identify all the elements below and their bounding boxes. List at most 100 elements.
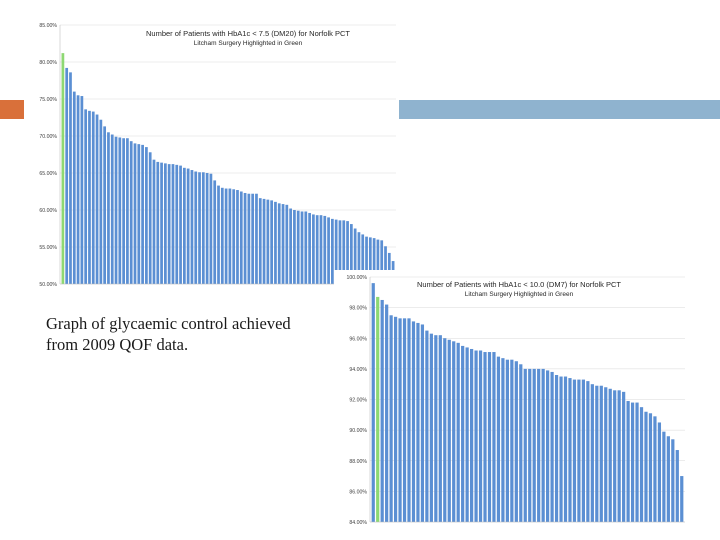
bar (434, 335, 438, 522)
y-tick-label: 70.00% (39, 134, 57, 140)
y-tick-label: 75.00% (39, 97, 57, 103)
bar (349, 224, 353, 284)
bar (387, 252, 391, 284)
bar (635, 402, 639, 522)
bar (586, 381, 590, 522)
bar (319, 215, 323, 284)
bar (452, 341, 456, 522)
bar (239, 191, 243, 284)
bar (270, 200, 274, 284)
bar (563, 376, 568, 522)
bar (662, 431, 666, 522)
bar (372, 238, 376, 284)
bar (65, 67, 69, 284)
bar-litcham-surgery (61, 53, 65, 285)
bar (559, 376, 563, 522)
bar (220, 187, 224, 284)
bar (167, 164, 171, 284)
y-tick-label: 90.00% (349, 428, 367, 434)
bar (232, 189, 236, 284)
bar (402, 318, 407, 522)
bar (80, 96, 84, 284)
bar (496, 356, 501, 522)
bar (492, 352, 496, 522)
bar (198, 172, 201, 284)
bar (577, 379, 581, 522)
bar (327, 217, 330, 284)
bar (148, 152, 152, 284)
bar (666, 436, 670, 522)
bar (541, 368, 545, 523)
bar (182, 167, 186, 284)
y-tick-label: 55.00% (39, 245, 57, 251)
bar (523, 368, 527, 523)
bar (88, 110, 91, 284)
bar (537, 368, 541, 523)
bar (296, 210, 300, 284)
bar (425, 330, 429, 522)
bar (380, 299, 384, 522)
y-tick-label: 85.00% (39, 23, 57, 29)
bar (179, 165, 182, 284)
bar (213, 180, 217, 284)
y-tick-label: 84.00% (349, 520, 367, 526)
bar (384, 246, 387, 284)
bar (281, 204, 285, 284)
bar (595, 385, 599, 522)
bar (443, 338, 447, 522)
bar (266, 199, 270, 284)
bar (380, 240, 384, 284)
bar (224, 188, 228, 284)
bar (217, 185, 220, 284)
y-tick-label: 98.00% (349, 306, 367, 312)
bar (657, 422, 662, 522)
bar (416, 322, 420, 522)
bar (639, 407, 644, 522)
bar (274, 201, 277, 284)
bar (470, 348, 474, 522)
bar (501, 358, 505, 522)
bar (258, 198, 262, 284)
bar (236, 190, 239, 284)
bar (510, 359, 514, 522)
bar (338, 220, 342, 284)
bar (608, 388, 612, 522)
bar (353, 228, 357, 284)
bar (122, 138, 125, 284)
bar (72, 91, 76, 284)
bar (505, 359, 509, 522)
y-tick-label: 80.00% (39, 60, 57, 66)
bar (201, 172, 205, 284)
accent-bar-right (399, 100, 720, 119)
bar (376, 239, 380, 284)
bar (532, 368, 536, 523)
bar (613, 390, 617, 522)
bar (76, 95, 80, 284)
bar (617, 390, 621, 522)
bar (487, 352, 492, 522)
bar (429, 333, 433, 522)
bar (84, 109, 88, 284)
bar (262, 198, 266, 284)
bar (300, 211, 304, 284)
chart-subtitle: Litcham Surgery Highlighted in Green (194, 40, 303, 47)
bar (277, 203, 281, 284)
bar (95, 114, 99, 284)
bar (675, 450, 679, 522)
bar (644, 411, 648, 522)
chart-dm7-svg: Number of Patients with HbA1c < 10.0 (DM… (347, 275, 685, 526)
y-tick-label: 96.00% (349, 336, 367, 342)
chart-dm7: Number of Patients with HbA1c < 10.0 (DM… (334, 270, 688, 528)
chart-dm20-svg: Number of Patients with HbA1c < 7.5 (DM2… (39, 23, 396, 288)
y-tick-label: 100.00% (347, 275, 368, 281)
bar (171, 164, 175, 284)
bar (438, 335, 442, 522)
bar (315, 215, 319, 284)
bar (129, 141, 133, 284)
bar (190, 170, 194, 284)
bar (323, 215, 327, 284)
chart-title: Number of Patients with HbA1c < 10.0 (DM… (417, 280, 621, 289)
bar (483, 352, 487, 522)
bar (251, 193, 255, 284)
bar (519, 364, 523, 522)
